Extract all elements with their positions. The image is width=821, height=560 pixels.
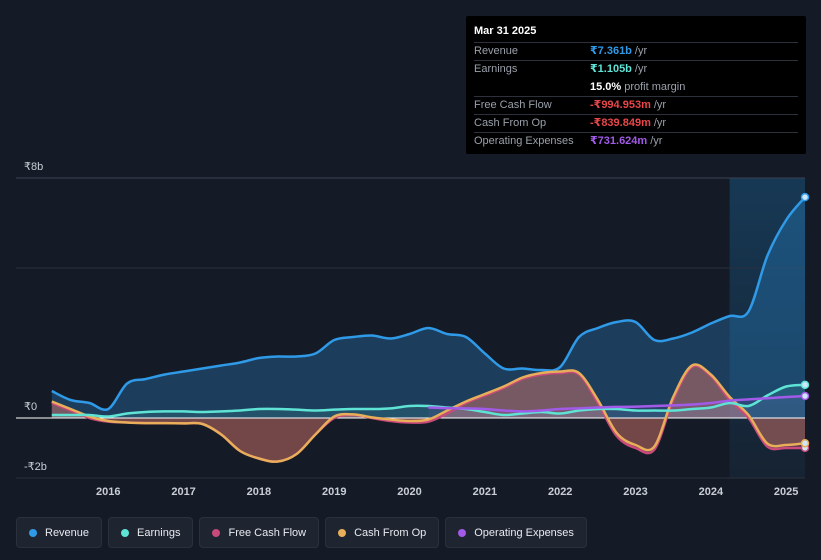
tooltip-row-cash-from-op: Cash From Op -₹839.849m /yr — [474, 114, 798, 132]
legend-label: Free Cash Flow — [228, 526, 307, 539]
y-axis-label: ₹8b — [24, 161, 43, 173]
x-axis-ticks: 2016 2017 2018 2019 2020 2021 2022 2023 2024 2025 — [96, 486, 798, 498]
forecast-highlight — [729, 178, 805, 478]
tooltip-unit: /yr — [650, 135, 663, 147]
tooltip-label — [474, 79, 590, 96]
tooltip-unit: /yr — [634, 45, 648, 57]
tooltip-value: ₹1.105b — [590, 63, 632, 75]
legend-label: Revenue — [45, 526, 90, 539]
tooltip-row-revenue: Revenue ₹7.361b /yr — [474, 42, 798, 60]
line-operating-expenses — [428, 394, 806, 413]
x-tick-label: 2018 — [247, 486, 271, 498]
tooltip-row-earnings: Earnings ₹1.105b /yr — [474, 60, 798, 78]
x-tick-label: 2022 — [548, 486, 572, 498]
y-axis-label: ₹0 — [24, 401, 37, 413]
end-marker-cash-from-op — [800, 438, 810, 448]
legend-dot-icon — [458, 528, 467, 537]
legend: Revenue Earnings Free Cash Flow Cash Fro… — [16, 517, 587, 548]
tooltip-row-operating-expenses: Operating Expenses ₹731.624m /yr — [474, 132, 798, 150]
legend-dot-icon — [338, 528, 347, 537]
legend-item-revenue[interactable]: Revenue — [16, 517, 103, 548]
tooltip-label: Revenue — [474, 45, 519, 57]
legend-dot-icon — [121, 528, 130, 537]
tooltip-unit: /yr — [653, 99, 667, 111]
line-revenue — [51, 196, 806, 412]
tooltip-value: ₹7.361b — [590, 45, 632, 57]
x-tick-label: 2024 — [699, 486, 724, 498]
line-earnings — [51, 383, 806, 418]
x-tick-label: 2023 — [623, 486, 647, 498]
tooltip-label: Operating Expenses — [474, 135, 574, 147]
x-tick-label: 2017 — [171, 486, 195, 498]
x-tick-label: 2021 — [473, 486, 497, 498]
legend-item-earnings[interactable]: Earnings — [108, 517, 194, 548]
legend-dot-icon — [29, 528, 37, 537]
end-marker-operating-expenses — [800, 391, 810, 401]
tooltip-panel: Mar 31 2025 Revenue ₹7.361b /yr Earnings… — [466, 16, 806, 154]
legend-dot-icon — [212, 528, 221, 537]
x-tick-label: 2019 — [322, 486, 346, 498]
legend-item-operating-expenses[interactable]: Operating Expenses — [445, 517, 587, 548]
y-axis-labels: ₹8b ₹0 -₹2b — [24, 161, 47, 473]
legend-label: Earnings — [137, 526, 181, 539]
tooltip-label: Earnings — [474, 63, 518, 75]
line-cash-from-op — [51, 363, 806, 463]
end-marker-revenue — [800, 192, 810, 202]
tooltip-unit: profit margin — [624, 81, 686, 93]
tooltip-unit: /yr — [653, 117, 667, 129]
x-tick-label: 2025 — [774, 486, 798, 498]
legend-label: Operating Expenses — [474, 526, 574, 539]
tooltip-label: Cash From Op — [474, 117, 547, 129]
tooltip-date: Mar 31 2025 — [474, 25, 537, 37]
legend-item-free-cash-flow[interactable]: Free Cash Flow — [199, 517, 320, 548]
x-tick-label: 2020 — [397, 486, 421, 498]
tooltip-unit: /yr — [634, 63, 648, 75]
tooltip-label: Free Cash Flow — [474, 99, 552, 111]
tooltip-value: 15.0% — [590, 81, 622, 93]
series-lines — [51, 196, 806, 463]
tooltip-row-margin: 15.0% profit margin — [474, 78, 798, 96]
tooltip-value: -₹994.953m — [590, 99, 651, 111]
end-marker-earnings — [800, 380, 810, 390]
x-tick-label: 2016 — [96, 486, 120, 498]
y-axis-label: -₹2b — [24, 461, 47, 473]
tooltip-value: ₹731.624m — [590, 135, 648, 147]
legend-item-cash-from-op[interactable]: Cash From Op — [325, 517, 440, 548]
series-end-markers — [800, 192, 810, 453]
tooltip-row-free-cash-flow: Free Cash Flow -₹994.953m /yr — [474, 96, 798, 114]
area-cash-from-op — [51, 364, 806, 462]
legend-label: Cash From Op — [354, 526, 427, 539]
area-free-cash-flow — [51, 365, 806, 462]
tooltip-value: -₹839.849m — [590, 117, 651, 129]
